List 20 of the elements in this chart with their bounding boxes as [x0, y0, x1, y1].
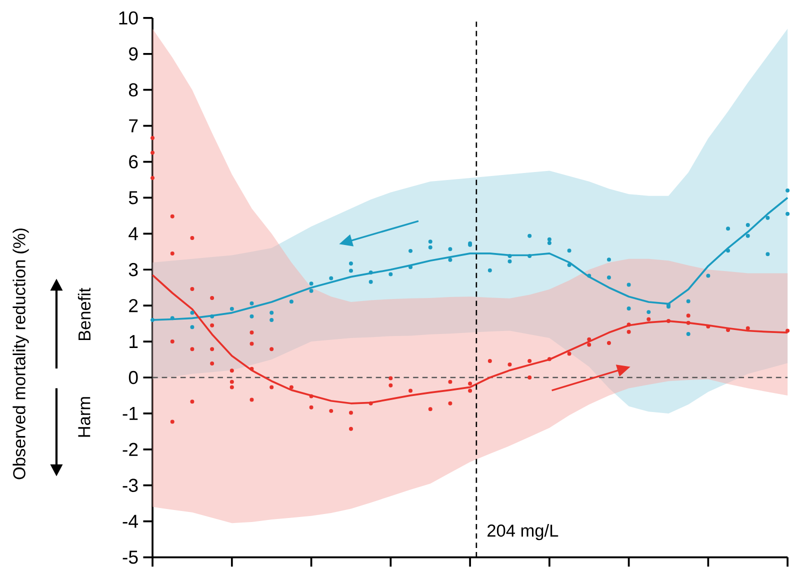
y-tick-label: 9	[129, 47, 138, 61]
text: Benefit	[78, 288, 91, 340]
y-tick-label: -1	[122, 407, 138, 420]
y-tick-label: 8	[128, 83, 138, 97]
y-tick-label: 3	[128, 263, 138, 276]
y-tick-label: 4	[128, 227, 138, 240]
y-tick-label: -2	[122, 443, 138, 456]
y-tick-label: 2	[129, 299, 138, 312]
y-tick-label: -4	[122, 515, 138, 528]
y-tick-label: 1	[130, 335, 138, 348]
y-tick-label: 5	[128, 191, 138, 204]
y-tick-label: 0	[128, 371, 138, 384]
text: Observed mortality reduction (%)	[12, 228, 29, 480]
y-tick-label: 10	[119, 11, 138, 25]
y-tick-label: 6	[129, 155, 138, 168]
y-tick-label: 7	[129, 120, 138, 132]
annotation: 204 mg/L	[488, 524, 558, 540]
text: Harm	[78, 397, 90, 437]
y-tick-label: -5	[122, 550, 138, 564]
y-tick-label: -3	[122, 478, 138, 492]
